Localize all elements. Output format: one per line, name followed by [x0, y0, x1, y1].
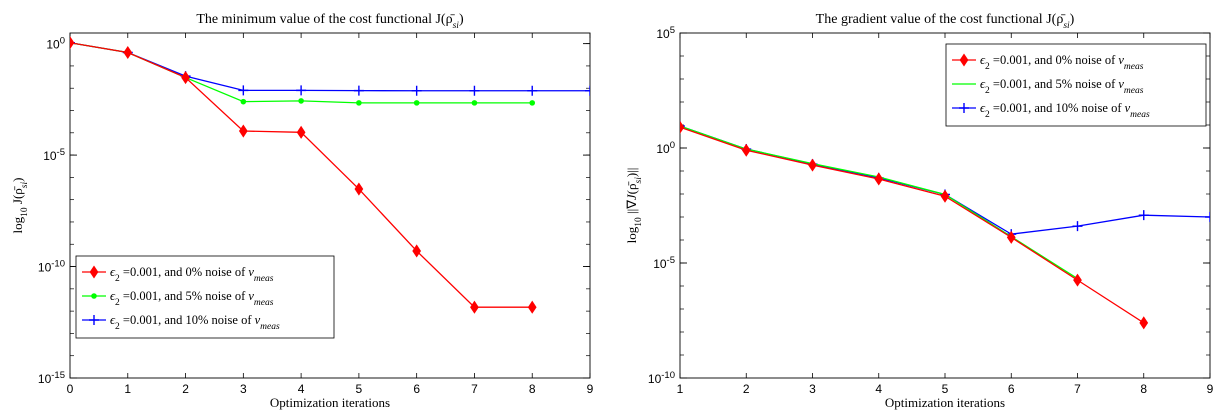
data-point-marker [298, 98, 304, 104]
data-point-marker [70, 36, 75, 50]
legend-entry: ϵ2 =0.001, and 0% noise of vmeas [980, 53, 1144, 72]
data-point-marker [959, 103, 969, 113]
x-tick-label: 5 [356, 382, 363, 396]
data-point-marker [471, 100, 478, 106]
series-line [680, 126, 1145, 324]
legend: ϵ2 =0.001, and 0% noise of vmeas ϵ2 =0.00… [75, 255, 335, 339]
y-axis-label: log10 ||∇J(ρ̄si)|| [624, 168, 644, 244]
x-tick-label: 0 [67, 382, 74, 396]
data-point-marker [1072, 221, 1083, 232]
data-point-marker [470, 300, 479, 314]
x-tick-label: 9 [587, 382, 594, 396]
x-axis-label: Optimization iterations [270, 395, 390, 410]
data-point-marker [959, 53, 969, 67]
data-point-marker [91, 293, 97, 299]
series-0 [680, 120, 1149, 330]
x-tick-label: 2 [182, 382, 189, 396]
legend-entry: ϵ2 =0.001, and 5% noise of vmeas [980, 77, 1144, 96]
data-point-marker [940, 189, 950, 203]
data-point-marker [527, 300, 537, 314]
data-point-marker [89, 265, 99, 279]
x-tick-label: 6 [413, 382, 420, 396]
data-point-marker [353, 85, 364, 96]
data-point-marker [181, 71, 190, 85]
y-tick-label: 10-10 [648, 370, 675, 387]
x-tick-label: 1 [124, 382, 131, 396]
x-tick-label: 1 [677, 382, 684, 396]
legend-entry: ϵ2 =0.001, and 0% noise of vmeas [110, 265, 274, 284]
chart-title: The minimum value of the cost functional… [196, 12, 464, 31]
data-point-marker [469, 85, 480, 96]
data-point-marker [296, 125, 306, 139]
x-tick-label: 7 [1074, 382, 1081, 396]
data-point-marker [808, 158, 817, 172]
x-tick-label: 3 [240, 382, 247, 396]
data-point-marker [1139, 316, 1149, 330]
x-tick-label: 4 [298, 382, 305, 396]
x-tick-label: 2 [743, 382, 750, 396]
series-line [70, 42, 590, 92]
x-tick-label: 9 [1207, 382, 1214, 396]
data-point-marker [413, 100, 420, 106]
data-point-marker [680, 120, 685, 134]
y-tick-label: 10-5 [653, 255, 675, 272]
y-tick-label: 105 [656, 25, 675, 42]
y-tick-label: 10-15 [38, 370, 65, 387]
data-point-marker [411, 85, 422, 96]
y-tick-label: 100 [656, 140, 675, 157]
data-point-marker [1073, 273, 1082, 287]
legend-box [945, 43, 1207, 127]
data-point-marker [874, 172, 884, 186]
data-point-marker [529, 100, 536, 106]
series-0 [70, 36, 537, 314]
data-point-marker [238, 124, 248, 138]
data-point-marker [1138, 210, 1149, 221]
x-tick-label: 5 [942, 382, 949, 396]
data-point-marker [238, 85, 249, 96]
legend: ϵ2 =0.001, and 0% noise of vmeas ϵ2 =0.00… [945, 43, 1207, 127]
y-tick-label: 10-5 [43, 147, 65, 164]
y-tick-label: 100 [46, 35, 65, 52]
data-point-marker [296, 85, 307, 96]
data-point-marker [527, 85, 538, 96]
chart-cost-functional: The minimum value of the cost functional… [10, 12, 594, 410]
x-axis-label: Optimization iterations [885, 395, 1005, 410]
x-tick-label: 6 [1008, 382, 1015, 396]
y-tick-label: 10-10 [38, 258, 65, 275]
data-point-marker [123, 45, 133, 60]
chart-title: The gradient value of the cost functiona… [816, 12, 1075, 31]
y-axis-label: log10 J(ρ̄si) [10, 178, 30, 234]
x-tick-label: 7 [471, 382, 478, 396]
data-point-marker [240, 98, 247, 105]
legend-entry: ϵ2 =0.001, and 10% noise of vmeas [980, 101, 1150, 120]
chart-gradient: The gradient value of the cost functiona… [624, 12, 1214, 410]
data-point-marker [741, 143, 751, 157]
legend-entry: ϵ2 =0.001, and 5% noise of vmeas [110, 289, 274, 308]
data-point-marker [412, 244, 422, 258]
x-tick-label: 3 [809, 382, 816, 396]
data-point-marker [356, 100, 362, 106]
data-point-marker [354, 182, 364, 196]
data-point-marker [89, 315, 99, 325]
x-tick-label: 8 [529, 382, 536, 396]
data-point-marker [585, 85, 590, 96]
legend-entry: ϵ2 =0.001, and 10% noise of vmeas [110, 313, 280, 332]
data-point-marker [1205, 212, 1210, 222]
x-tick-label: 8 [1140, 382, 1147, 396]
data-point-marker [1006, 230, 1016, 244]
x-tick-label: 4 [875, 382, 882, 396]
legend-box [75, 255, 335, 339]
